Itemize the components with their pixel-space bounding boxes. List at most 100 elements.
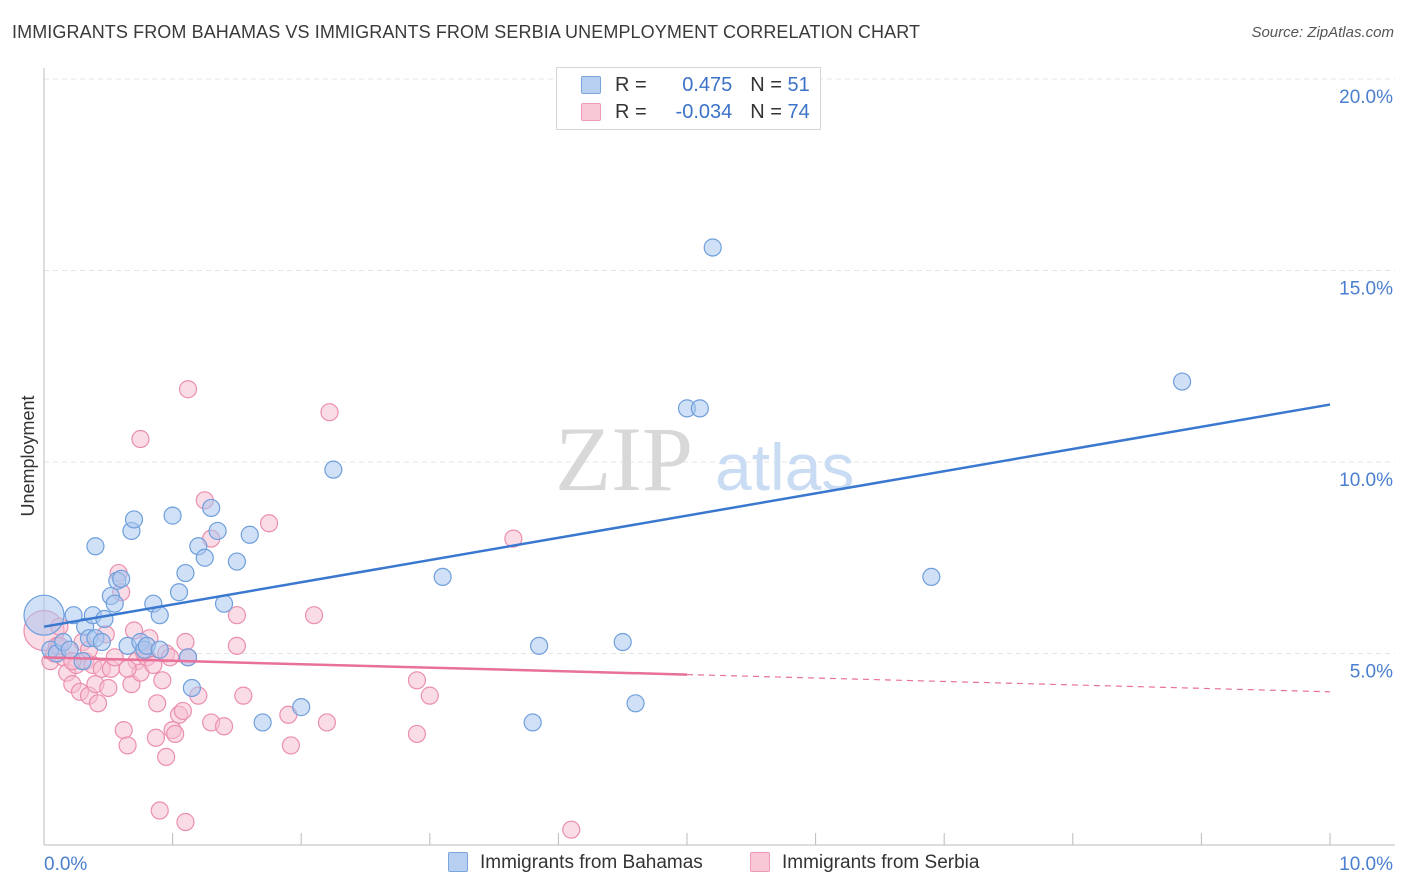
bahamas-point	[95, 609, 114, 629]
serbia-point	[153, 671, 172, 690]
correlation-legend: R = 0.475 N = 51 R = -0.034 N = 74	[556, 67, 821, 130]
bahamas-trend-line	[43, 403, 1331, 628]
bahamas-point	[202, 498, 221, 518]
serbia-point	[88, 694, 108, 713]
serbia-point	[105, 648, 124, 667]
serbia-point	[407, 671, 427, 690]
serbia-point	[227, 606, 246, 625]
y-tick-label: 5.0%	[1350, 662, 1393, 683]
legend-n-label: N =	[750, 74, 782, 96]
legend-n-value: 74	[787, 101, 810, 123]
bahamas-point	[523, 713, 542, 732]
bahamas-point	[150, 606, 169, 625]
bahamas-point	[227, 552, 246, 571]
grid-layer	[44, 78, 1395, 654]
legend-r-label: R =	[615, 101, 647, 123]
serbia-point	[214, 717, 234, 736]
serbia-point	[281, 736, 301, 755]
legend-r-value: -0.034	[675, 101, 733, 123]
serbia-point	[118, 659, 137, 678]
serbia-legend-label: Immigrants from Serbia	[782, 852, 980, 873]
serbia-swatch	[581, 103, 601, 121]
serbia-point	[259, 514, 279, 533]
bahamas-swatch	[581, 76, 601, 94]
bahamas-point	[182, 678, 201, 698]
x-tick-label: 10.0%	[1339, 854, 1393, 875]
tick-labels: 5.0% 10.0% 15.0% 20.0% 0.0% 10.0%	[44, 87, 1393, 875]
source-label: Source: ZipAtlas.com	[1251, 24, 1394, 41]
serbia-point	[173, 701, 192, 721]
bahamas-point	[163, 506, 182, 525]
bahamas-point	[240, 525, 259, 544]
bahamas-point	[86, 537, 105, 556]
watermark-atlas: atlas	[715, 430, 854, 504]
serbia-point	[234, 686, 253, 705]
serbia-point	[304, 606, 324, 625]
serbia-point	[148, 694, 167, 713]
bahamas-point	[530, 636, 549, 655]
bahamas-point	[73, 652, 92, 671]
bahamas-point	[124, 510, 144, 529]
legend-n-value: 51	[787, 74, 810, 96]
serbia-point	[178, 380, 198, 399]
points-layer	[23, 238, 1192, 839]
bahamas-point	[292, 698, 311, 717]
serbia-point	[166, 724, 185, 744]
bahamas-point	[178, 648, 198, 667]
bahamas-point	[195, 548, 214, 567]
bahamas-point	[324, 460, 343, 479]
legend-r-label: R =	[615, 74, 647, 96]
serbia-point	[176, 632, 195, 652]
legend-r-value: 0.475	[682, 74, 733, 96]
serbia-point	[99, 678, 118, 698]
y-tick-label: 15.0%	[1339, 279, 1393, 300]
serbia-point	[227, 636, 246, 655]
trend-layer	[43, 403, 1331, 693]
bahamas-point	[253, 713, 272, 732]
y-tick-label: 20.0%	[1339, 87, 1393, 108]
bahamas-legend-swatch	[448, 852, 468, 872]
bahamas-point	[690, 399, 709, 418]
bahamas-point	[922, 567, 941, 587]
serbia-point	[320, 403, 339, 422]
serbia-point	[131, 429, 150, 449]
serbia-legend-swatch	[750, 852, 770, 872]
bottom-legend-serbia: Immigrants from Serbia	[750, 852, 979, 874]
serbia-point	[562, 820, 581, 839]
serbia-trend-line-dashed	[686, 673, 1331, 693]
serbia-point	[114, 720, 133, 740]
serbia-point	[176, 812, 195, 832]
bahamas-point	[613, 632, 632, 652]
bahamas-point	[112, 569, 131, 588]
serbia-trend-line	[43, 656, 688, 676]
bahamas-point	[169, 583, 189, 602]
axes-layer	[43, 68, 1395, 846]
y-axis-label: Unemployment	[18, 395, 38, 516]
legend-row-serbia: R = -0.034 N = 74	[581, 101, 810, 127]
y-tick-label: 10.0%	[1339, 470, 1393, 491]
bahamas-point	[1173, 372, 1192, 391]
watermark-zip: ZIP	[555, 408, 693, 510]
serbia-point	[317, 713, 337, 732]
bahamas-point	[23, 594, 65, 636]
bahamas-point	[176, 563, 195, 583]
serbia-point	[146, 728, 165, 747]
bahamas-point	[150, 640, 169, 659]
bahamas-point	[105, 594, 124, 613]
serbia-point	[118, 736, 137, 755]
serbia-point	[157, 747, 176, 767]
x-tick-label: 0.0%	[44, 854, 87, 875]
serbia-point	[150, 801, 169, 820]
serbia-point	[407, 724, 427, 744]
bahamas-point	[64, 606, 83, 625]
bahamas-point	[626, 694, 645, 713]
bahamas-point	[433, 567, 452, 587]
bottom-legend-bahamas: Immigrants from Bahamas	[448, 852, 703, 874]
legend-n-label: N =	[750, 101, 782, 123]
bahamas-legend-label: Immigrants from Bahamas	[480, 852, 703, 873]
bahamas-point	[92, 632, 111, 652]
legend-row-bahamas: R = 0.475 N = 51	[581, 74, 810, 100]
serbia-point	[420, 686, 439, 705]
bahamas-point	[703, 238, 722, 257]
